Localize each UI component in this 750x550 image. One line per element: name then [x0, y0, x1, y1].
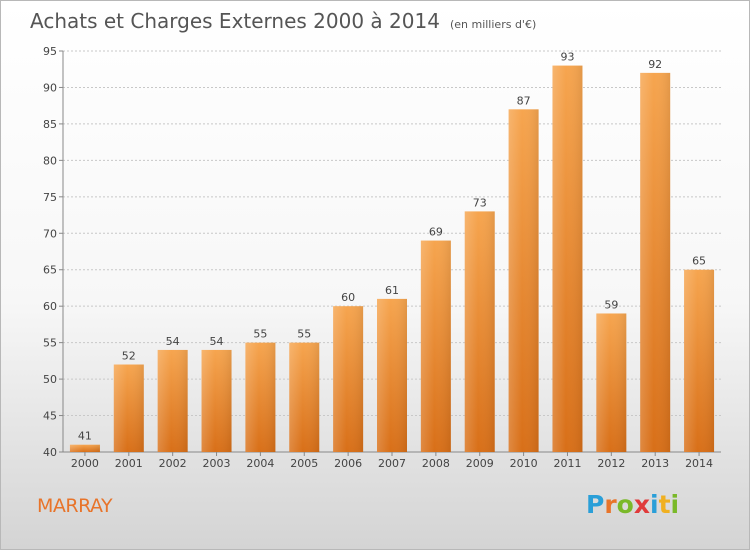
y-tick-label: 50 [43, 373, 57, 386]
data-label: 69 [429, 226, 443, 239]
x-tick-label: 2010 [510, 457, 538, 470]
x-tick-label: 2001 [115, 457, 143, 470]
x-tick-label: 2008 [422, 457, 450, 470]
data-label: 41 [78, 430, 92, 443]
logo-letter: t [658, 490, 671, 519]
chart-title-text: Achats et Charges Externes 2000 à 2014 [30, 9, 440, 33]
bar-shine [69, 444, 100, 452]
y-tick-label: 60 [43, 300, 57, 313]
logo-letter: o [616, 490, 634, 519]
x-tick-label: 2000 [71, 457, 99, 470]
chart-title: Achats et Charges Externes 2000 à 2014 (e… [30, 9, 536, 33]
x-tick-label: 2014 [685, 457, 713, 470]
data-label: 61 [385, 284, 399, 297]
bar-shine [464, 211, 495, 452]
y-tick-label: 40 [43, 446, 57, 459]
y-tick-label: 85 [43, 118, 57, 131]
bar-shine [113, 364, 144, 452]
bar-shine [377, 298, 407, 452]
y-tick-label: 75 [43, 191, 57, 204]
data-label: 55 [297, 328, 311, 341]
logo-letter: i [670, 490, 680, 519]
x-tick-label: 2004 [246, 457, 274, 470]
bar-shine [420, 240, 451, 452]
logo-letter: i [650, 490, 659, 519]
x-tick-label: 2002 [159, 457, 187, 470]
data-label: 87 [517, 94, 531, 107]
data-label: 52 [122, 350, 136, 363]
y-tick-label: 80 [43, 154, 57, 167]
y-tick-label: 90 [43, 81, 57, 94]
x-tick-label: 2009 [466, 457, 494, 470]
y-tick-label: 65 [43, 264, 57, 277]
bar-shine [201, 349, 232, 452]
bar-shine [640, 72, 671, 452]
data-label: 54 [210, 335, 224, 348]
bar-shine [157, 349, 188, 452]
bar-shine [684, 269, 715, 452]
proxiti-logo: Proxiti [586, 490, 679, 519]
x-tick-label: 2006 [334, 457, 362, 470]
x-tick-label: 2003 [203, 457, 231, 470]
y-tick-label: 70 [43, 227, 57, 240]
logo-letter: x [633, 490, 650, 519]
bar-shine [552, 65, 583, 452]
x-tick-label: 2007 [378, 457, 406, 470]
y-tick-label: 55 [43, 337, 57, 350]
data-label: 93 [560, 51, 574, 64]
data-label: 54 [166, 335, 180, 348]
logo-letter: P [586, 490, 605, 519]
bar-shine [289, 342, 320, 452]
x-tick-label: 2012 [597, 457, 625, 470]
data-label: 55 [253, 328, 267, 341]
data-label: 60 [341, 291, 355, 304]
x-tick-label: 2011 [553, 457, 581, 470]
bar-shine [245, 342, 276, 452]
data-label: 59 [604, 298, 618, 311]
bar-shine [508, 109, 539, 452]
logo-letter: r [604, 490, 617, 519]
data-label: 73 [473, 196, 487, 209]
x-tick-label: 2013 [641, 457, 669, 470]
y-tick-label: 45 [43, 410, 57, 423]
chart-subtitle: (en milliers d'€) [449, 18, 537, 31]
data-label: 65 [692, 255, 706, 268]
data-label: 92 [648, 58, 662, 71]
bar-shine [596, 313, 627, 452]
x-tick-label: 2005 [290, 457, 318, 470]
commune-name: MARRAY [37, 495, 113, 517]
y-tick-label: 95 [43, 45, 57, 58]
bar-shine [333, 306, 364, 452]
